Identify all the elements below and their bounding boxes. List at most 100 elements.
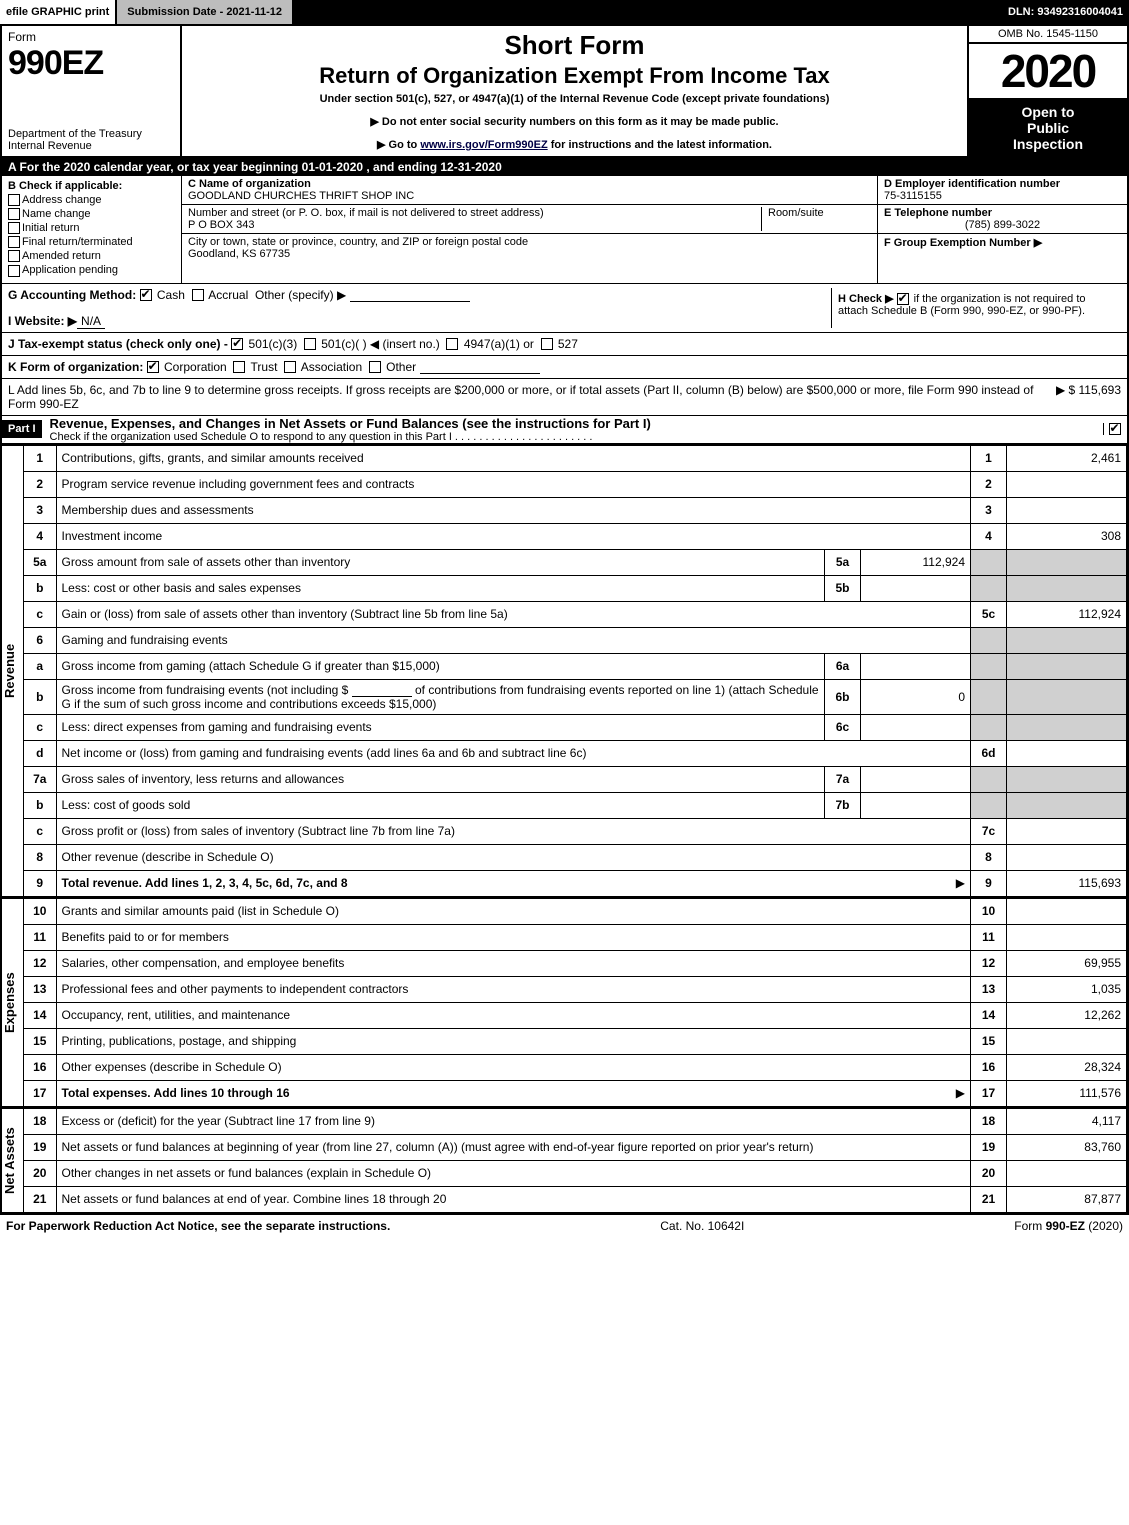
line-17: 17Total expenses. Add lines 10 through 1…	[24, 1080, 1127, 1106]
tax-year: 2020	[969, 44, 1127, 100]
C-name-lab: C Name of organization	[188, 178, 871, 190]
chk-501c3[interactable]	[231, 338, 243, 350]
tel-val: (785) 899-3022	[884, 219, 1121, 231]
open-inspection: Open to Public Inspection	[969, 100, 1127, 156]
line-16: 16Other expenses (describe in Schedule O…	[24, 1054, 1127, 1080]
efile-label[interactable]: efile GRAPHIC print	[0, 0, 117, 24]
line-11: 11Benefits paid to or for members11	[24, 924, 1127, 950]
org-name: GOODLAND CHURCHES THRIFT SHOP INC	[188, 190, 871, 202]
I-lab: I Website: ▶	[8, 314, 77, 328]
form-container: Form 990EZ Department of the Treasury In…	[0, 24, 1129, 1215]
revenue-table: 1Contributions, gifts, grants, and simil…	[24, 445, 1127, 897]
footer-mid: Cat. No. 10642I	[660, 1219, 744, 1233]
netassets-block: Net Assets 18Excess or (deficit) for the…	[2, 1107, 1127, 1213]
arrow2-pre: ▶ Go to	[377, 139, 420, 151]
chk-final[interactable]: Final return/terminated	[8, 236, 175, 248]
chk-4947[interactable]	[446, 338, 458, 350]
chk-initial[interactable]: Initial return	[8, 222, 175, 234]
expenses-block: Expenses 10Grants and similar amounts pa…	[2, 897, 1127, 1107]
G-lab: G Accounting Method:	[8, 288, 136, 302]
L-amt: ▶ $ 115,693	[1046, 383, 1121, 411]
line-10: 10Grants and similar amounts paid (list …	[24, 898, 1127, 924]
line-12: 12Salaries, other compensation, and empl…	[24, 950, 1127, 976]
side-netassets: Net Assets	[2, 1108, 24, 1213]
header-right: OMB No. 1545-1150 2020 Open to Public In…	[967, 26, 1127, 156]
sec-GH: G Accounting Method: Cash Accrual Other …	[2, 284, 1127, 333]
line-A: A For the 2020 calendar year, or tax yea…	[2, 158, 1127, 176]
chk-corp[interactable]	[147, 361, 159, 373]
partI-title: Revenue, Expenses, and Changes in Net As…	[50, 416, 1103, 431]
J-lab: J Tax-exempt status (check only one) -	[8, 337, 231, 351]
line-6a: aGross income from gaming (attach Schedu…	[24, 653, 1127, 679]
header-mid: Short Form Return of Organization Exempt…	[182, 26, 967, 156]
sec-K: K Form of organization: Corporation Trus…	[2, 356, 1127, 379]
header-left: Form 990EZ Department of the Treasury In…	[2, 26, 182, 156]
line-7c: cGross profit or (loss) from sales of in…	[24, 818, 1127, 844]
chk-501c[interactable]	[304, 338, 316, 350]
line-6b: bGross income from fundraising events (n…	[24, 679, 1127, 714]
arrow2-post: for instructions and the latest informat…	[548, 139, 772, 151]
partI-check[interactable]	[1103, 423, 1127, 435]
sec-L: L Add lines 5b, 6c, and 7b to line 9 to …	[2, 379, 1127, 416]
chk-amended[interactable]: Amended return	[8, 250, 175, 262]
line-9: 9Total revenue. Add lines 1, 2, 3, 4, 5c…	[24, 870, 1127, 896]
K-other-input[interactable]	[420, 362, 540, 374]
form-number: 990EZ	[8, 44, 174, 83]
partI-sub: Check if the organization used Schedule …	[50, 431, 1103, 443]
line-19: 19Net assets or fund balances at beginni…	[24, 1134, 1127, 1160]
chk-accrual[interactable]	[192, 289, 204, 301]
chk-527[interactable]	[541, 338, 553, 350]
dln-number: DLN: 93492316004041	[1002, 6, 1129, 18]
expenses-table: 10Grants and similar amounts paid (list …	[24, 898, 1127, 1107]
F-group: F Group Exemption Number ▶	[878, 234, 1127, 251]
tel-lab: E Telephone number	[884, 207, 1121, 219]
line-21: 21Net assets or fund balances at end of …	[24, 1186, 1127, 1212]
ein-lab: D Employer identification number	[884, 178, 1121, 190]
line-7b: bLess: cost of goods sold7b	[24, 792, 1127, 818]
sec-J: J Tax-exempt status (check only one) - 5…	[2, 333, 1127, 356]
irs-link[interactable]: www.irs.gov/Form990EZ	[420, 139, 547, 151]
partI-label: Part I	[2, 420, 42, 438]
chk-name[interactable]: Name change	[8, 208, 175, 220]
line-8: 8Other revenue (describe in Schedule O)8	[24, 844, 1127, 870]
G-section: G Accounting Method: Cash Accrual Other …	[8, 288, 831, 328]
D-ein: D Employer identification number 75-3115…	[878, 176, 1127, 205]
line-1: 1Contributions, gifts, grants, and simil…	[24, 445, 1127, 471]
arrow-line-2: ▶ Go to www.irs.gov/Form990EZ for instru…	[190, 138, 959, 151]
C-name-row: C Name of organization GOODLAND CHURCHES…	[182, 176, 877, 205]
chk-trust[interactable]	[233, 361, 245, 373]
side-expenses: Expenses	[2, 898, 24, 1107]
chk-pending[interactable]: Application pending	[8, 264, 175, 276]
org-city: Goodland, KS 67735	[188, 248, 871, 260]
line-7a: 7aGross sales of inventory, less returns…	[24, 766, 1127, 792]
line-14: 14Occupancy, rent, utilities, and mainte…	[24, 1002, 1127, 1028]
line-20: 20Other changes in net assets or fund ba…	[24, 1160, 1127, 1186]
line-5a: 5aGross amount from sale of assets other…	[24, 549, 1127, 575]
chk-H[interactable]	[897, 293, 909, 305]
B-head: B Check if applicable:	[8, 180, 175, 192]
chk-other[interactable]	[369, 361, 381, 373]
footer-right: Form 990-EZ (2020)	[1014, 1219, 1123, 1233]
top-bar: efile GRAPHIC print Submission Date - 20…	[0, 0, 1129, 24]
page-footer: For Paperwork Reduction Act Notice, see …	[0, 1215, 1129, 1237]
C-addr-lab: Number and street (or P. O. box, if mail…	[188, 207, 761, 219]
line-15: 15Printing, publications, postage, and s…	[24, 1028, 1127, 1054]
department: Department of the Treasury Internal Reve…	[8, 128, 174, 152]
open1: Open to	[973, 104, 1123, 120]
line-13: 13Professional fees and other payments t…	[24, 976, 1127, 1002]
revenue-block: Revenue 1Contributions, gifts, grants, a…	[2, 444, 1127, 897]
chk-address[interactable]: Address change	[8, 194, 175, 206]
line-5b: bLess: cost or other basis and sales exp…	[24, 575, 1127, 601]
line-18: 18Excess or (deficit) for the year (Subt…	[24, 1108, 1127, 1134]
form-word: Form	[8, 30, 174, 44]
E-tel: E Telephone number (785) 899-3022	[878, 205, 1127, 234]
C-addr-row: Number and street (or P. O. box, if mail…	[182, 205, 877, 234]
form-header: Form 990EZ Department of the Treasury In…	[2, 26, 1127, 158]
chk-cash[interactable]	[140, 289, 152, 301]
chk-assoc[interactable]	[284, 361, 296, 373]
line-3: 3Membership dues and assessments3	[24, 497, 1127, 523]
other-specify-input[interactable]	[350, 290, 470, 302]
dept-line2: Internal Revenue	[8, 140, 174, 152]
line-5c: cGain or (loss) from sale of assets othe…	[24, 601, 1127, 627]
K-lab: K Form of organization:	[8, 360, 143, 374]
